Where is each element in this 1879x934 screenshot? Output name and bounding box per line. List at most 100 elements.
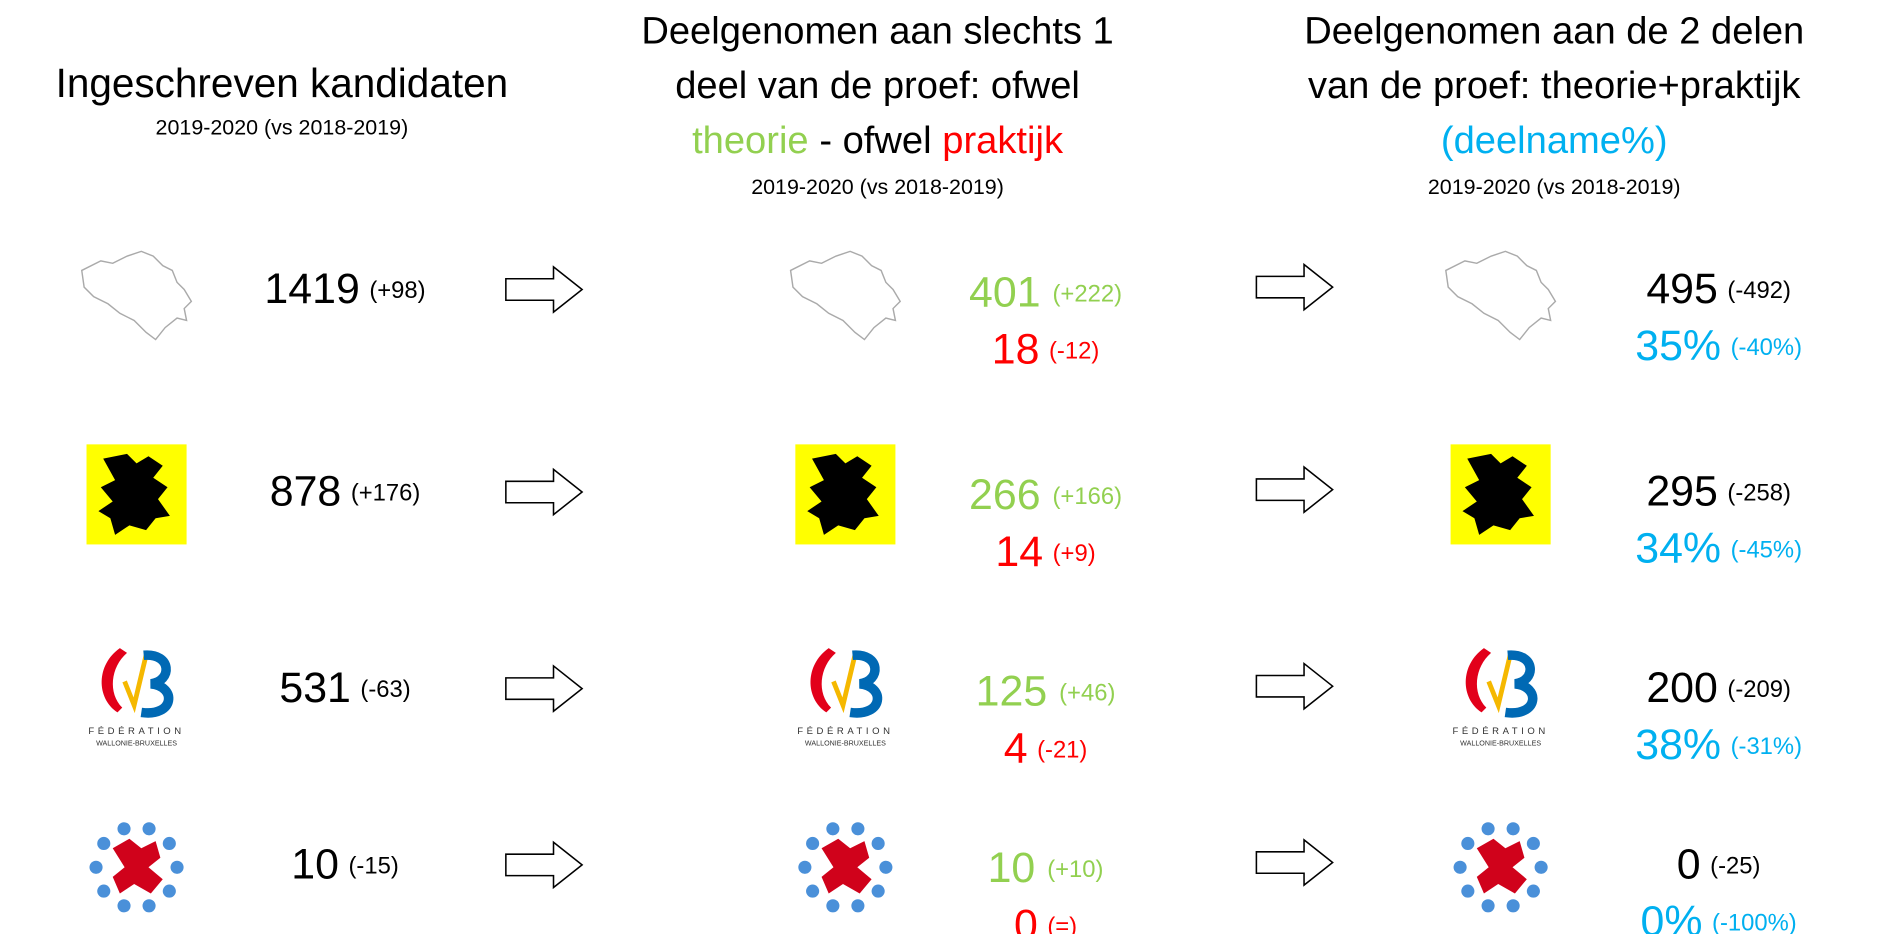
- text-part: van de proef: theorie+praktijk: [1308, 64, 1801, 107]
- text-part: 18: [992, 326, 1040, 374]
- text-part: (-12): [1049, 338, 1099, 365]
- iris: [1461, 884, 1475, 898]
- column-title: (deelname%): [1441, 119, 1668, 162]
- practice-count: 0 (=): [1014, 901, 1077, 934]
- text-part: (-45%): [1731, 537, 1802, 564]
- text-part: praktijk: [942, 119, 1064, 162]
- lion: [1462, 453, 1534, 535]
- text-part: (+10): [1047, 856, 1103, 883]
- iris: [97, 836, 111, 851]
- text-part: (-100%): [1712, 910, 1797, 934]
- brussels-logo: [89, 822, 184, 913]
- both-count: 200 (-209): [1646, 664, 1791, 712]
- practice-count: 18 (-12): [992, 326, 1100, 374]
- text-part: (+9): [1053, 540, 1096, 567]
- arrow: [1255, 838, 1334, 887]
- column-title: Deelgenomen aan slechts 1: [641, 9, 1113, 52]
- text-part: (+46): [1059, 680, 1115, 707]
- text-part: 10: [988, 844, 1036, 892]
- text-part: 34%: [1635, 525, 1721, 573]
- text-part: (+166): [1053, 483, 1123, 510]
- iris: [117, 899, 131, 913]
- map-outline: [789, 250, 902, 341]
- text-part: 2019-2020 (vs 2018-2019): [751, 175, 1004, 199]
- registered-count: 10 (-15): [291, 841, 399, 889]
- lion: [807, 453, 879, 535]
- text-part: (deelname%): [1441, 119, 1668, 162]
- flemish-lion: [86, 444, 187, 545]
- text-part: (+98): [369, 277, 425, 304]
- belgium-map: [789, 250, 902, 341]
- iris: [89, 860, 103, 874]
- text-part: 2019-2020 (vs 2018-2019): [156, 115, 409, 139]
- logo-red: [810, 648, 836, 713]
- text-part: (=): [1047, 913, 1077, 934]
- text-part: 1419: [264, 265, 359, 313]
- column-subtitle: 2019-2020 (vs 2018-2019): [1428, 175, 1681, 199]
- practice-count: 4 (-21): [1004, 725, 1088, 773]
- iris: [1453, 860, 1467, 874]
- column-title: deel van de proef: ofwel: [675, 64, 1080, 107]
- registered-count: 1419 (+98): [264, 265, 425, 313]
- wallonia-logo: FÉDÉRATION WALLONIE-BRUXELLES: [797, 648, 893, 747]
- text-part: (+176): [351, 480, 421, 507]
- iris: [117, 822, 131, 836]
- text-part: 266: [969, 471, 1041, 519]
- text-part: 531: [279, 664, 351, 712]
- iris: [162, 836, 176, 851]
- text-part: (-31%): [1731, 733, 1802, 760]
- arrow: [505, 840, 584, 890]
- lion: [821, 838, 872, 894]
- text-part: - ofwel: [819, 119, 931, 162]
- iris: [170, 860, 184, 874]
- text-part: 878: [270, 468, 342, 516]
- iris: [798, 860, 812, 874]
- iris: [1534, 860, 1548, 874]
- logo-text: WALLONIE-BRUXELLES: [805, 739, 886, 747]
- brussels-logo: [1453, 822, 1548, 913]
- text-part: Deelgenomen aan slechts 1: [641, 9, 1113, 52]
- arrow: [505, 664, 584, 713]
- both-count: 495 (-492): [1646, 265, 1791, 313]
- wallonia-logo: FÉDÉRATION WALLONIE-BRUXELLES: [88, 648, 181, 747]
- iris: [879, 860, 893, 874]
- iris: [826, 899, 840, 913]
- iris: [1506, 899, 1520, 913]
- logo-blue: [1504, 650, 1538, 718]
- iris: [1526, 836, 1540, 851]
- flemish-lion: [795, 444, 896, 545]
- logo-text: FÉDÉRATION: [1452, 726, 1548, 737]
- text-part: (-25): [1710, 853, 1760, 880]
- iris: [851, 899, 865, 913]
- text-part: (-63): [360, 676, 410, 703]
- arrow: [1255, 661, 1334, 711]
- text-part: 38%: [1635, 721, 1721, 769]
- column-subtitle: 2019-2020 (vs 2018-2019): [751, 175, 1004, 199]
- arrow: [505, 265, 584, 314]
- iris: [806, 884, 820, 898]
- text-part: (-21): [1037, 737, 1087, 764]
- text-part: 0: [1677, 841, 1701, 889]
- lion: [112, 838, 163, 894]
- logo-yellow: [122, 654, 149, 714]
- iris: [1526, 884, 1540, 898]
- text-part: (-492): [1727, 277, 1791, 304]
- wallonia-logo: FÉDÉRATION WALLONIE-BRUXELLES: [1452, 648, 1548, 747]
- registered-count: 531 (-63): [279, 664, 410, 712]
- arrow: [505, 467, 584, 517]
- text-part: (+222): [1053, 281, 1123, 308]
- lion: [98, 453, 170, 535]
- column-subtitle: 2019-2020 (vs 2018-2019): [156, 115, 409, 139]
- belgium-map: [1445, 250, 1557, 341]
- logo-yellow: [1486, 654, 1513, 714]
- text-part: (-258): [1727, 480, 1791, 507]
- text-part: Ingeschreven kandidaten: [56, 59, 509, 105]
- iris: [851, 822, 865, 836]
- text-part: Deelgenomen aan de 2 delen: [1304, 9, 1804, 52]
- lion: [1476, 838, 1527, 894]
- logo-text: FÉDÉRATION: [797, 726, 893, 737]
- iris: [1461, 836, 1475, 851]
- text-part: 125: [976, 668, 1048, 716]
- text-part: deel van de proef: ofwel: [675, 64, 1080, 107]
